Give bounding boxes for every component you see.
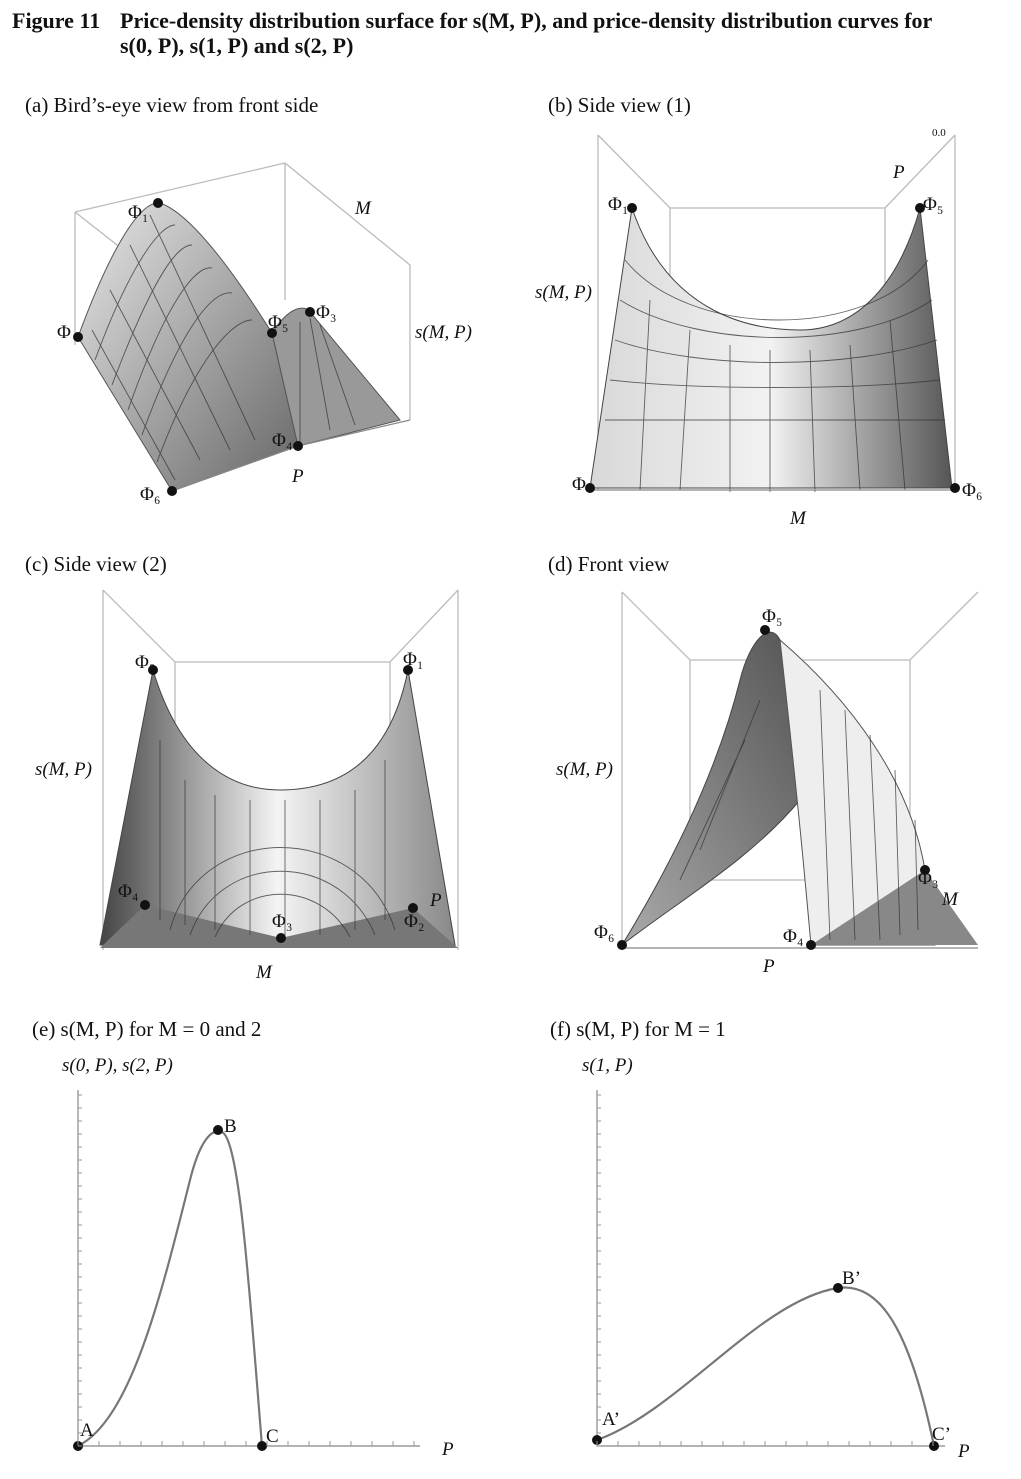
axis-label: s(M, P) [535,282,592,303]
axis-label: P [762,956,775,977]
surface [99,669,456,946]
panel-b: (b) Side view (1) Φ₁ Φ₅ Φ Φ₆ s(M, P) P M… [535,93,983,529]
panel-e: (e) s(M, P) for M = 0 and 2 s(0, P), s(2… [32,1017,454,1460]
axis-label: P [441,1439,454,1460]
curve [596,1286,936,1447]
axis [77,1090,420,1447]
point-label: B [224,1116,237,1137]
point-label: Φ₆ [140,484,161,505]
point-label: B’ [842,1268,861,1289]
panel-d: (d) Front view Φ₅ Φ₃ Φ₆ Φ₄ s(M, P) P M [548,552,979,977]
axis-label: M [255,962,273,983]
tick-marks [77,1094,934,1447]
point-label: Φ₄ [783,926,804,947]
point-label: Φ₃ [316,302,337,323]
axis-label: P [892,162,905,183]
point-label: A [80,1420,94,1441]
point-label: Φ₆ [594,922,615,943]
surface [811,870,978,945]
axis [596,1090,945,1447]
point-label: C’ [932,1424,951,1445]
wireframe [597,134,956,490]
wireframe [102,589,459,950]
axis-label: s(M, P) [35,759,92,780]
caption: (d) Front view [548,552,670,576]
caption: (c) Side view (2) [25,552,167,576]
point-label: Φ₃ [272,911,293,932]
surface [589,207,953,489]
caption: (a) Bird’s-eye view from front side [25,93,318,117]
axis-label: M [941,889,959,910]
point-label: A’ [602,1409,620,1430]
point-label: Φ₁ [128,202,149,223]
axis-label: M [354,198,372,219]
curve [77,1130,264,1447]
point-label: C [266,1426,279,1447]
axis-label: M [789,508,807,529]
axis-label: P [957,1441,970,1462]
point-label: Φ₁ [608,194,629,215]
caption: (f) s(M, P) for M = 1 [550,1017,726,1041]
figure-title: Price-density distribution surface for s… [120,8,933,33]
point-label: Φ₅ [923,194,944,215]
point-label: Φ₄ [272,430,293,451]
point-label: Φ₃ [918,868,939,889]
point-label: Φ₄ [118,881,139,902]
caption: (b) Side view (1) [548,93,691,117]
figure-title: s(0, P), s(1, P) and s(2, P) [120,33,353,58]
figure-label: Figure 11 [12,8,100,33]
axis-label: s(M, P) [556,759,613,780]
point-label: Φ₅ [135,652,156,673]
wireframe [74,162,411,420]
surface [271,307,401,447]
point-label: Φ₆ [962,480,983,501]
point-label: Φ₅ [762,606,783,627]
axis-label: P [291,466,304,487]
surface [100,905,458,948]
surface [621,631,801,946]
surface [77,202,299,492]
axis-label: s(M, P) [415,322,472,343]
point-label: Φ₁ [403,649,424,670]
axis-label: s(1, P) [582,1055,633,1076]
panel-f: (f) s(M, P) for M = 1 s(1, P) A’ B’ C’ P [550,1017,970,1462]
panel-a: (a) Bird’s-eye view from front side Φ₁ Φ… [25,93,472,505]
axis-label: s(0, P), s(2, P) [62,1055,173,1076]
caption: (e) s(M, P) for M = 0 and 2 [32,1017,261,1041]
tick-label: 0.0 [932,127,946,139]
point-label: Φ₅ [268,312,289,333]
point-label: Φ₂ [404,911,425,932]
panel-c: (c) Side view (2) Φ₅ Φ₁ Φ₄ Φ₃ Φ₂ s(M, P)… [25,552,459,983]
point-label: Φ [572,474,586,495]
axis-label: P [429,890,442,911]
point-label: Φ [57,322,71,343]
